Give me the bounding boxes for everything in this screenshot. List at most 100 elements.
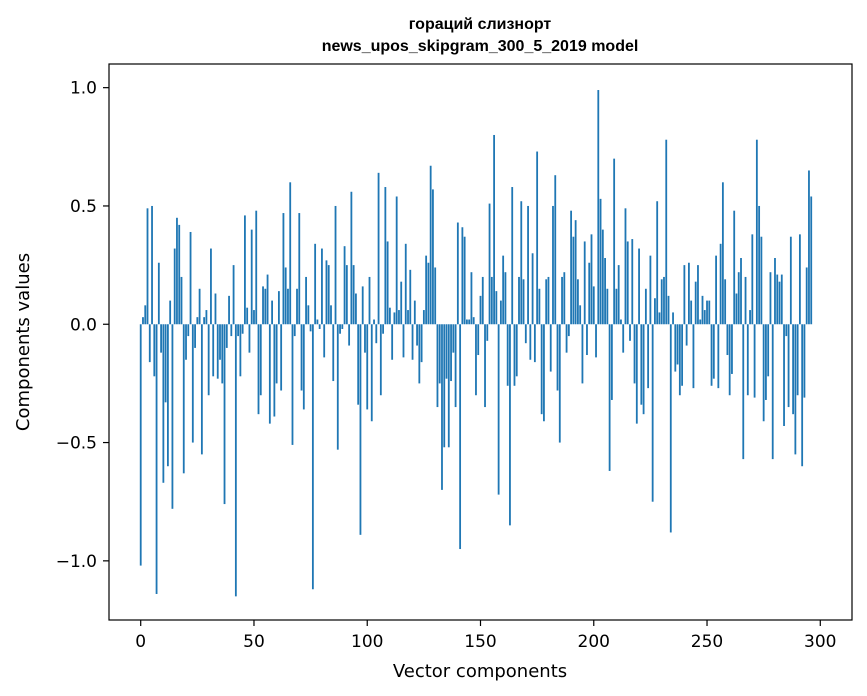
bar (230, 324, 233, 337)
bar (765, 324, 767, 400)
bar (216, 324, 219, 379)
bar (613, 158, 616, 325)
x-tick-label: 50 (243, 632, 265, 652)
bar (341, 324, 344, 329)
bar (785, 324, 788, 337)
bar (413, 300, 416, 325)
bar (642, 324, 645, 415)
bar (744, 276, 747, 325)
x-tick-label: 200 (578, 632, 610, 652)
bar (676, 324, 679, 365)
bar (257, 324, 260, 415)
bar (667, 295, 670, 325)
bar (663, 276, 665, 325)
bar (388, 307, 391, 325)
y-tick-label: −0.5 (56, 434, 97, 454)
chart-title-line-1: гораций слизнорт (409, 16, 552, 33)
bar (400, 281, 403, 325)
bar (169, 300, 172, 325)
bar (348, 324, 351, 346)
y-axis-label: Components values (13, 253, 34, 431)
bar (210, 248, 212, 325)
bar (422, 310, 425, 325)
bar (309, 324, 312, 332)
bar (244, 215, 246, 325)
bar (726, 324, 729, 356)
x-tick-label: 100 (351, 632, 383, 652)
bar (545, 279, 548, 325)
bar (459, 324, 462, 550)
bar (321, 248, 323, 325)
bar (626, 241, 629, 325)
bar (350, 191, 353, 325)
bar (706, 300, 708, 325)
bar (364, 324, 366, 353)
bar (502, 255, 505, 325)
bar (771, 324, 774, 460)
bar (164, 324, 167, 403)
bar (801, 324, 804, 467)
bar (810, 196, 813, 325)
bar (742, 324, 745, 460)
bar (266, 274, 269, 325)
bar (232, 265, 235, 325)
bar (561, 276, 563, 325)
bar (599, 198, 602, 325)
bar (187, 324, 190, 337)
bar (783, 324, 785, 426)
bar (524, 324, 527, 344)
bar (311, 324, 314, 590)
plot-frame (108, 63, 853, 621)
bar (207, 324, 210, 396)
bar (219, 324, 221, 360)
bar (688, 262, 690, 325)
bar (477, 324, 480, 356)
bar (228, 295, 230, 325)
bar (205, 310, 208, 325)
bar (434, 267, 437, 325)
bar (592, 286, 595, 325)
bar (248, 324, 251, 353)
bar (658, 312, 661, 325)
bar (325, 260, 328, 325)
bar (271, 300, 273, 325)
bar (173, 248, 176, 325)
bar (479, 295, 482, 325)
bar (692, 324, 695, 389)
bar (604, 258, 606, 325)
bar (565, 324, 568, 353)
bar (234, 324, 237, 597)
bar (733, 210, 736, 325)
bar (484, 324, 486, 408)
bar (529, 324, 532, 360)
bar (737, 272, 740, 325)
bar (305, 276, 307, 325)
bar (735, 293, 738, 325)
bar (454, 324, 457, 408)
bar (581, 324, 584, 384)
bar (289, 182, 292, 325)
bar (361, 286, 364, 325)
bar (697, 265, 699, 325)
bar (420, 324, 423, 363)
bar (427, 262, 430, 325)
bar (715, 255, 717, 325)
bar (654, 298, 656, 325)
bar (740, 258, 742, 325)
bar (144, 305, 147, 325)
bar (438, 324, 441, 384)
bar (307, 305, 310, 325)
bar (398, 310, 400, 325)
bar (436, 324, 439, 408)
bar (556, 324, 559, 391)
bar (200, 324, 203, 455)
bar (640, 324, 643, 405)
bar (323, 324, 326, 358)
bar-series (139, 90, 813, 597)
bar (701, 295, 704, 325)
x-tick-label: 300 (804, 632, 836, 652)
bar (631, 239, 634, 325)
bar (466, 319, 468, 325)
bar (694, 281, 697, 325)
bar (767, 324, 770, 377)
